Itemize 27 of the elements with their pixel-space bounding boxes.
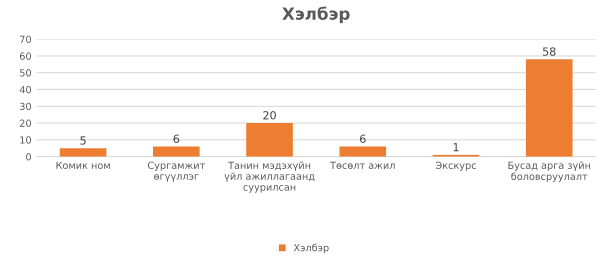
y-tick-label: 20 — [20, 120, 31, 127]
data-label: 1 — [454, 143, 459, 152]
bar — [246, 123, 293, 157]
x-tick-label: Сургамжит өгүүллэг — [148, 162, 205, 182]
x-tick-label: Экскурс — [436, 162, 476, 171]
legend-label: Хэлбэр — [294, 244, 329, 254]
x-tick-label: Бусад арга зүйн боловсруулалт — [508, 162, 590, 182]
bar — [153, 146, 200, 157]
data-label: 6 — [360, 134, 366, 143]
y-tick-label: 30 — [20, 102, 31, 110]
x-tick-label: Танин мэдэхүйн үйл ажиллагаанд суурилсан — [224, 162, 314, 193]
y-tick-label: 60 — [20, 52, 31, 60]
y-tick-label: 50 — [20, 69, 31, 77]
y-tick-label: 10 — [20, 136, 31, 144]
data-label: 58 — [543, 47, 556, 56]
x-tick-label: Комик ном — [56, 162, 110, 169]
chart-title: Хэлбэр — [282, 6, 350, 24]
bar — [339, 146, 386, 157]
y-tick-label: 0 — [26, 153, 31, 160]
y-tick-label: 40 — [20, 86, 31, 94]
data-label: 5 — [80, 136, 86, 145]
data-label: 20 — [263, 111, 276, 120]
x-tick-label: Төсөлт ажил — [330, 162, 395, 169]
bar — [60, 148, 106, 157]
y-tick-label: 70 — [20, 36, 31, 43]
bar — [526, 59, 573, 157]
data-label: 6 — [174, 134, 180, 143]
